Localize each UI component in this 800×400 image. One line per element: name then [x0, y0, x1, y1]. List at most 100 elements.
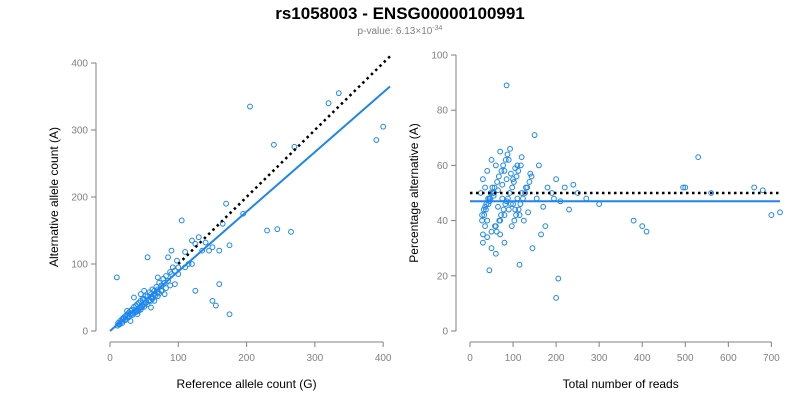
data-point — [144, 254, 151, 261]
data-point — [643, 228, 650, 235]
data-point — [182, 249, 189, 255]
data-point — [520, 217, 527, 224]
data-point — [511, 179, 517, 185]
data-point — [124, 308, 130, 314]
y-tick-label: 60 — [437, 161, 449, 172]
y-tick-label: 200 — [71, 193, 88, 204]
data-point — [529, 245, 536, 252]
allele-count-scatter: 0 100 200 300 400 0 100 200 300 400 Reference alle… — [47, 55, 392, 391]
y-tick-label: 400 — [71, 59, 88, 70]
data-point — [148, 304, 154, 311]
data-point — [486, 267, 493, 274]
data-point — [488, 228, 495, 235]
data-point — [226, 242, 233, 249]
data-point — [178, 217, 185, 224]
reference-line — [177, 55, 391, 265]
data-point — [206, 247, 212, 254]
y-tick-label: 100 — [71, 260, 88, 271]
data-point — [495, 187, 501, 194]
data-point — [751, 184, 758, 191]
data-point — [507, 145, 513, 152]
x-tick-label: 200 — [238, 353, 255, 364]
data-point — [516, 212, 523, 218]
data-point — [325, 100, 332, 107]
data-point — [480, 206, 487, 213]
data-point — [501, 168, 508, 174]
data-point — [505, 206, 512, 213]
data-point — [137, 291, 144, 298]
data-point — [542, 223, 549, 230]
data-point — [484, 168, 491, 174]
y-tick-label: 100 — [431, 51, 448, 62]
data-point — [165, 254, 171, 261]
data-point — [492, 223, 499, 230]
data-point — [495, 173, 502, 180]
data-point — [226, 311, 233, 318]
data-point — [163, 273, 169, 279]
data-point — [373, 137, 380, 143]
data-point — [209, 244, 216, 251]
data-point — [484, 217, 491, 224]
data-point — [488, 156, 495, 163]
y-tick-label: 0 — [82, 327, 88, 338]
x-tick-label: 100 — [170, 353, 187, 364]
p-value-text: p-value: 6.13×10 — [358, 26, 433, 37]
data-point — [490, 192, 497, 199]
data-point — [335, 90, 342, 97]
data-point — [149, 286, 156, 293]
data-point — [199, 247, 206, 254]
y-tick-label: 0 — [442, 327, 448, 338]
data-point — [202, 239, 209, 246]
y-axis-title: Alternative allele count (A) — [47, 127, 61, 267]
data-point — [479, 217, 485, 224]
data-point — [570, 181, 577, 188]
x-tick-label: 0 — [467, 353, 473, 364]
data-point — [533, 195, 540, 202]
data-point — [212, 302, 219, 309]
data-point — [515, 168, 522, 174]
data-point — [544, 184, 551, 191]
data-point — [504, 151, 511, 158]
data-point — [171, 281, 178, 288]
data-point — [680, 184, 687, 191]
data-point — [531, 132, 538, 138]
data-point — [482, 203, 488, 210]
data-point — [511, 217, 518, 224]
x-tick-label: 200 — [548, 353, 565, 364]
chart-title: rs1058003 - ENSG00000100991 — [275, 4, 525, 23]
data-point — [131, 294, 137, 301]
data-point — [497, 231, 504, 238]
data-point — [512, 165, 519, 172]
x-tick-label: 100 — [505, 353, 522, 364]
data-point — [510, 176, 516, 183]
data-point — [682, 184, 689, 191]
data-point — [501, 239, 508, 246]
data-point — [540, 203, 547, 210]
data-point — [527, 170, 534, 177]
data-point — [777, 209, 783, 216]
x-tick-label: 400 — [375, 353, 392, 364]
y-tick-label: 20 — [437, 271, 449, 282]
data-point — [522, 190, 529, 196]
data-point — [189, 237, 195, 244]
data-point — [483, 206, 489, 213]
x-tick-label: 600 — [720, 353, 737, 364]
data-point — [495, 203, 501, 210]
data-point — [596, 201, 603, 207]
data-point — [500, 206, 507, 213]
data-point — [479, 212, 485, 218]
data-point — [113, 274, 120, 281]
p-value-label: p-value: 6.13×10-34 — [358, 25, 443, 37]
data-point — [535, 162, 542, 169]
data-point — [513, 212, 519, 218]
data-point — [515, 206, 522, 213]
data-point — [141, 287, 148, 294]
data-point — [492, 250, 499, 257]
data-point — [514, 195, 521, 202]
x-axis-title: Total number of reads — [563, 377, 679, 391]
data-point — [555, 275, 562, 282]
x-tick-label: 400 — [634, 353, 651, 364]
data-point — [169, 264, 176, 271]
data-point — [509, 184, 516, 191]
